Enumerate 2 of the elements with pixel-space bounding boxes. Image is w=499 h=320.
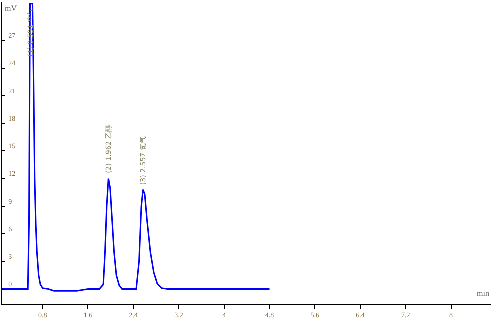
x-axis-title: min xyxy=(477,289,490,298)
y-axis-title: mV xyxy=(5,4,18,13)
